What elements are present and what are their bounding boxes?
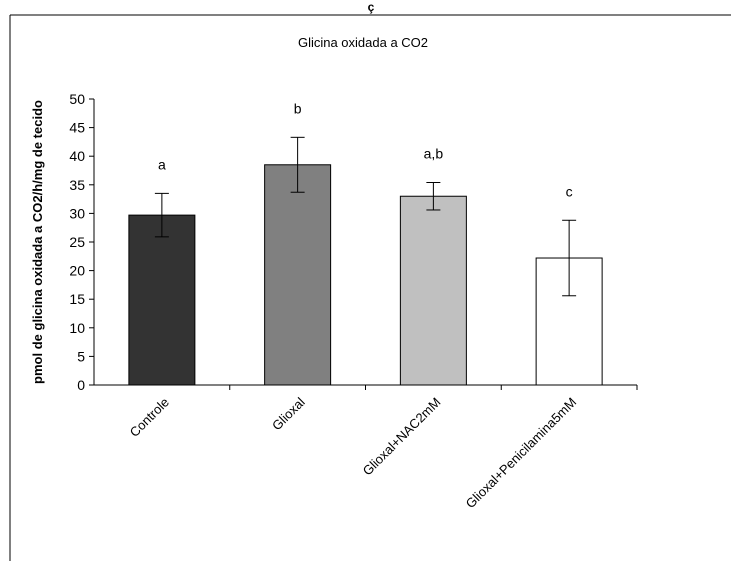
- y-tick-label: 35: [69, 177, 85, 193]
- y-axis-label: pmol de glicina oxidada a CO2/h/mg de te…: [30, 100, 45, 384]
- plot-area: 0 5 10 15 20 25 30 35 40 45 50 a Controle b Glioxal a,b…: [69, 91, 638, 512]
- category-label: Controle: [127, 395, 172, 440]
- bar: [264, 164, 332, 386]
- significance-label: c: [566, 183, 573, 199]
- y-tick-label: 50: [69, 91, 85, 107]
- bar: [128, 214, 196, 386]
- y-tick-label: 5: [77, 348, 85, 364]
- y-tick-label: 10: [69, 320, 85, 336]
- y-tick-label: 40: [69, 148, 85, 164]
- category-label: Glioxal: [269, 394, 308, 433]
- category-label: Glioxal+NAC2mM: [360, 395, 444, 479]
- y-tick-label: 20: [69, 263, 85, 279]
- category-label: Glioxal+Penicilamina5mM: [463, 395, 580, 512]
- y-tick-label: 0: [77, 377, 85, 393]
- chart-title: Glicina oxidada a CO2: [298, 35, 428, 50]
- significance-label: b: [294, 100, 302, 116]
- bar: [399, 195, 467, 386]
- y-tick-label: 45: [69, 120, 85, 136]
- y-tick-label: 30: [69, 205, 85, 221]
- y-tick-label: 15: [69, 291, 85, 307]
- top-cut-text: ç: [368, 0, 375, 14]
- significance-label: a: [158, 156, 166, 172]
- significance-label: a,b: [424, 146, 444, 162]
- y-tick-label: 25: [69, 234, 85, 250]
